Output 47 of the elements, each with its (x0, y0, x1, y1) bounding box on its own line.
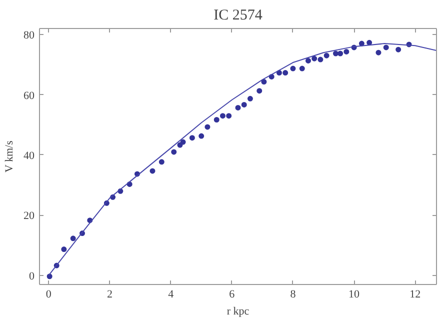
x-tick-label: 10 (348, 288, 360, 300)
point (204, 124, 210, 130)
point (290, 66, 296, 72)
point (220, 113, 226, 119)
point (241, 102, 247, 108)
point (344, 48, 350, 54)
point (261, 79, 267, 85)
point (158, 159, 164, 165)
point (150, 168, 156, 174)
point (214, 117, 220, 122)
x-tick-label: 0 (46, 288, 52, 300)
point (180, 139, 186, 145)
point (171, 149, 177, 155)
y-tick-label: 80 (24, 30, 35, 42)
point (61, 246, 67, 252)
point (396, 46, 402, 52)
point (312, 56, 318, 62)
chart-title: IC 2574 (214, 8, 263, 24)
point (376, 50, 382, 56)
point (299, 66, 305, 72)
point (226, 113, 232, 119)
x-tick-label: 6 (229, 288, 236, 300)
x-tick-label: 8 (290, 288, 296, 300)
y-tick-label: 0 (29, 270, 35, 282)
point (256, 88, 262, 94)
point (383, 44, 389, 50)
y-axis-title: V km/s (4, 140, 16, 173)
x-tick-label: 2 (106, 288, 112, 300)
point (366, 40, 372, 46)
point (198, 133, 204, 139)
y-tick-label: 40 (24, 150, 35, 162)
y-tick-label: 20 (24, 210, 35, 222)
x-tick-label: 12 (410, 288, 421, 300)
point (189, 135, 195, 141)
x-tick-label: 4 (168, 288, 174, 300)
point (247, 96, 253, 102)
point (282, 70, 288, 76)
point (338, 50, 344, 56)
point (332, 50, 338, 56)
x-axis-title: r kpc (226, 306, 250, 318)
point (276, 70, 282, 76)
point (235, 104, 241, 110)
point (324, 52, 330, 58)
point (318, 56, 324, 62)
y-tick-label: 60 (24, 90, 35, 102)
point (70, 236, 76, 242)
point (305, 58, 311, 64)
